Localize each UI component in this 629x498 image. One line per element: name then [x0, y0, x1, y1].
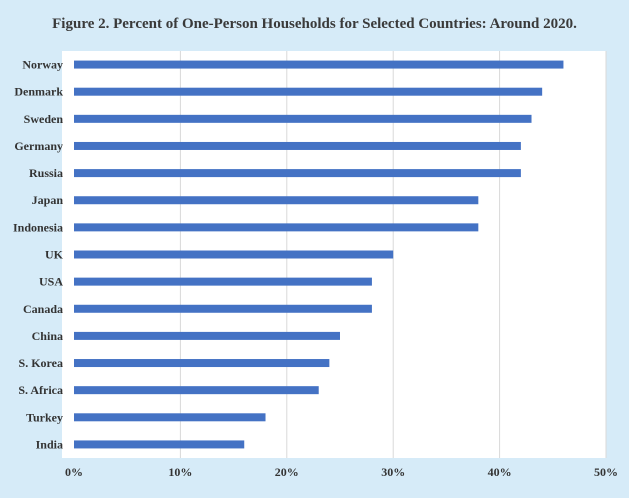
category-label: Indonesia	[13, 220, 63, 234]
bar	[74, 413, 266, 422]
category-label: Germany	[14, 139, 63, 153]
bar	[74, 196, 479, 205]
bar	[74, 87, 543, 96]
category-label: India	[36, 437, 63, 451]
bar	[74, 331, 340, 340]
bar	[74, 114, 532, 123]
bar	[74, 60, 564, 69]
x-tick-label: 0%	[65, 465, 83, 479]
category-label: Norway	[22, 58, 63, 72]
bar	[74, 169, 521, 178]
category-label: USA	[39, 275, 63, 289]
bar	[74, 141, 521, 150]
x-tick-label: 30%	[381, 465, 405, 479]
category-label: Canada	[23, 302, 63, 316]
bar	[74, 223, 479, 232]
bar	[74, 386, 319, 395]
category-label: Japan	[32, 193, 64, 207]
bar	[74, 250, 394, 259]
category-label: Russia	[29, 166, 63, 180]
bar	[74, 277, 372, 286]
x-tick-label: 40%	[488, 465, 512, 479]
x-tick-label: 10%	[168, 465, 192, 479]
category-label: UK	[45, 248, 64, 262]
bar	[74, 304, 372, 313]
category-label: S. Africa	[18, 383, 63, 397]
bar	[74, 359, 330, 368]
bar	[74, 440, 245, 449]
chart-title: Figure 2. Percent of One-Person Househol…	[52, 16, 577, 32]
category-label: China	[32, 329, 63, 343]
category-label: Turkey	[26, 410, 63, 424]
category-label: Denmark	[14, 85, 63, 99]
category-label: S. Korea	[19, 356, 63, 370]
x-tick-label: 50%	[594, 465, 618, 479]
category-label: Sweden	[24, 112, 64, 126]
x-tick-label: 20%	[275, 465, 299, 479]
